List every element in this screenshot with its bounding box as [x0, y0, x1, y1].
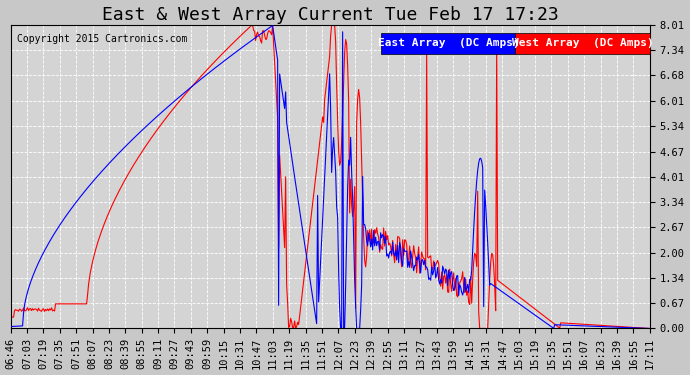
Bar: [515, 33, 650, 54]
Text: Copyright 2015 Cartronics.com: Copyright 2015 Cartronics.com: [17, 34, 187, 44]
Title: East & West Array Current Tue Feb 17 17:23: East & West Array Current Tue Feb 17 17:…: [101, 6, 558, 24]
Bar: [382, 33, 515, 54]
Text: West Array  (DC Amps): West Array (DC Amps): [512, 38, 653, 48]
Text: East Array  (DC Amps): East Array (DC Amps): [377, 38, 520, 48]
